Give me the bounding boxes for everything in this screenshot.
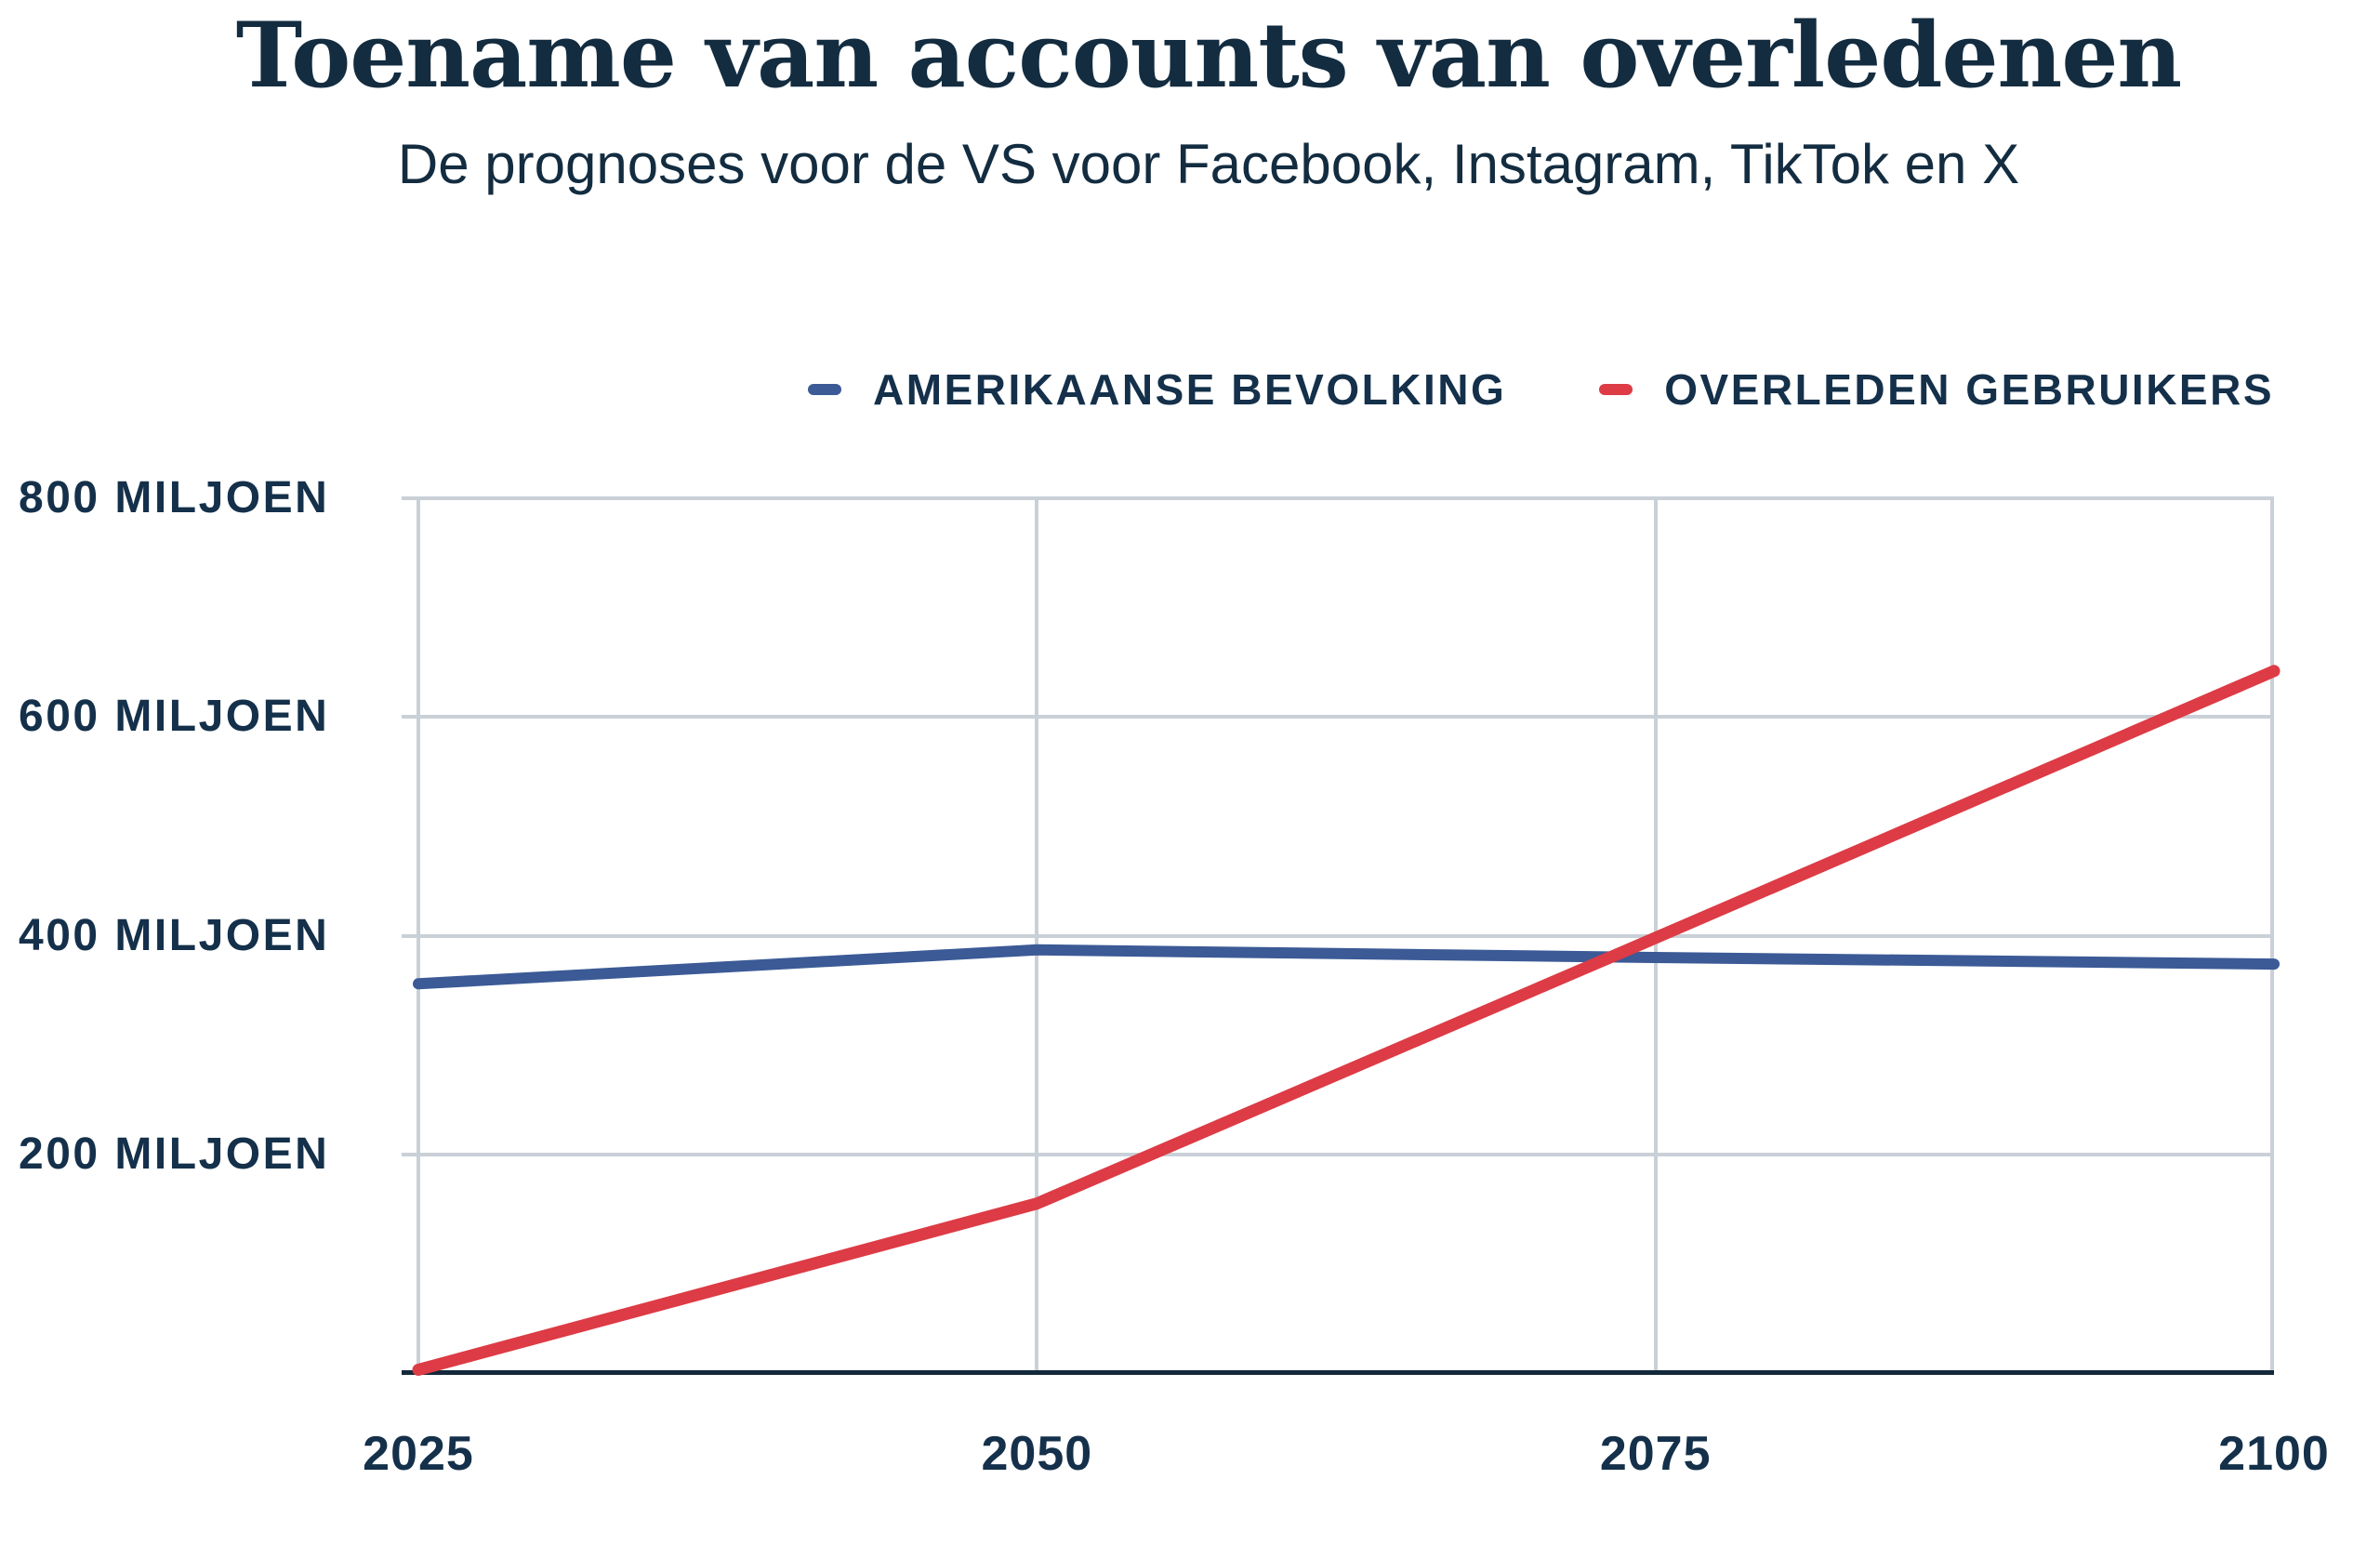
x-tick-label-2100: 2100 <box>2218 1427 2330 1481</box>
y-tick-label-800: 800 MILJOEN <box>19 473 330 522</box>
x-tick-label-2025: 2025 <box>363 1427 474 1481</box>
x-tick-label-2075: 2075 <box>1599 1427 1712 1481</box>
deceased-users-line <box>412 665 2281 1376</box>
h-gridline-800 <box>402 496 2274 500</box>
x-tick-label-2050: 2050 <box>981 1427 1093 1481</box>
plot-area <box>402 496 2281 1376</box>
chart-legend: AMERIKAANSE BEVOLKING OVERLEDEN GEBRUIKE… <box>808 364 2274 415</box>
chart-header: Toename van accounts van overledenen De … <box>37 0 2380 196</box>
y-tick-label-600: 600 MILJOEN <box>19 692 330 742</box>
series-lines <box>412 665 2281 1376</box>
legend-label-deceased: OVERLEDEN GEBRUIKERS <box>1664 365 2274 414</box>
population-dash-icon <box>808 384 842 395</box>
h-gridline-600 <box>402 715 2274 720</box>
v-gridline-2025 <box>416 498 420 1373</box>
legend-item-deceased: OVERLEDEN GEBRUIKERS <box>1599 364 2274 415</box>
y-tick-label-200: 200 MILJOEN <box>19 1129 330 1179</box>
legend-item-population: AMERIKAANSE BEVOLKING <box>808 364 1506 415</box>
y-tick-label-400: 400 MILJOEN <box>19 910 330 960</box>
population-line <box>413 944 2280 990</box>
x-axis-line <box>402 1370 2274 1375</box>
h-gridline-400 <box>402 933 2274 938</box>
chart-title: Toename van accounts van overledenen <box>235 3 2182 108</box>
deceased-dash-icon <box>1599 384 1633 395</box>
v-gridline-2050 <box>1035 498 1039 1373</box>
legend-label-population: AMERIKAANSE BEVOLKING <box>873 365 1507 414</box>
h-gridline-200 <box>402 1152 2274 1156</box>
chart-subtitle: De prognoses voor de VS voor Facebook, I… <box>397 133 2020 195</box>
v-gridline-2100 <box>2270 498 2274 1373</box>
